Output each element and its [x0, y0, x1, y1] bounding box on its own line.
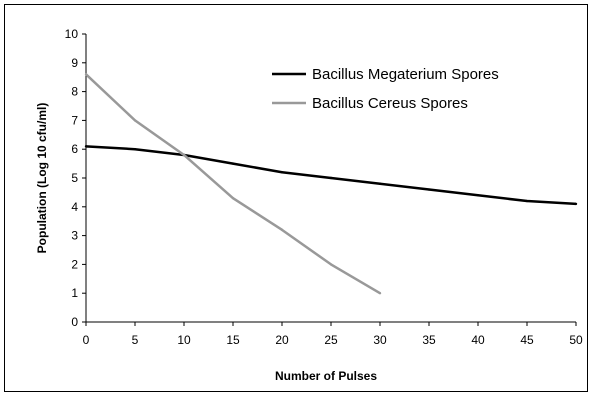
x-tick-label: 5: [132, 333, 139, 347]
x-tick-label: 25: [324, 333, 338, 347]
series-1-point: [84, 73, 88, 76]
series-0-point: [231, 162, 235, 165]
x-tick-label: 20: [275, 333, 289, 347]
y-tick-label: 3: [71, 229, 78, 243]
series-0-point: [133, 148, 137, 151]
series-1-point: [231, 196, 235, 200]
y-tick-label: 9: [71, 56, 78, 70]
x-tick-label: 0: [83, 333, 90, 347]
series-0-point: [525, 199, 529, 203]
series-1-point: [133, 119, 137, 122]
y-tick-label: 5: [71, 171, 78, 185]
x-ticks: 0 5 10 15 20 25 30 35 40 45 50: [83, 322, 583, 347]
legend: Bacillus Megaterium Spores Bacillus Cereu…: [272, 66, 499, 112]
series-1-point: [280, 228, 284, 232]
y-tick-label: 7: [71, 113, 78, 127]
y-tick-label: 4: [71, 200, 78, 214]
series-line-0: [85, 145, 577, 206]
x-tick-label: 15: [226, 333, 240, 347]
series-0-point: [280, 171, 284, 174]
y-tick-label: 10: [65, 27, 79, 41]
x-tick-label: 35: [422, 333, 436, 347]
legend-label-1: Bacillus Cereus Spores: [312, 95, 468, 112]
series-1-point: [182, 153, 186, 157]
series-0-point: [574, 202, 578, 206]
y-tick-label: 2: [71, 257, 78, 271]
x-tick-label: 40: [471, 333, 485, 347]
series-layer: [84, 73, 578, 295]
legend-label-0: Bacillus Megaterium Spores: [312, 66, 499, 83]
series-0-point: [427, 188, 431, 191]
x-axis-title: Number of Pulses: [275, 369, 377, 383]
series-1-point: [329, 263, 333, 266]
y-tick-label: 8: [71, 85, 78, 99]
x-tick-label: 30: [373, 333, 387, 347]
y-ticks: 0 1 2 3 4 5 6 7 8 9 10: [65, 27, 86, 329]
series-0-point: [476, 194, 480, 197]
series-0-point: [329, 176, 333, 180]
series-1-point: [378, 292, 382, 295]
series-0-point: [84, 145, 88, 148]
y-tick-label: 1: [71, 286, 78, 300]
x-tick-label: 50: [569, 333, 583, 347]
x-tick-label: 45: [520, 333, 534, 347]
series-0-point: [378, 182, 382, 185]
y-tick-label: 0: [71, 315, 78, 329]
x-tick-label: 10: [177, 333, 191, 347]
y-axis-title: Population (Log 10 cfu/ml): [35, 103, 49, 254]
y-tick-label: 6: [71, 142, 78, 156]
